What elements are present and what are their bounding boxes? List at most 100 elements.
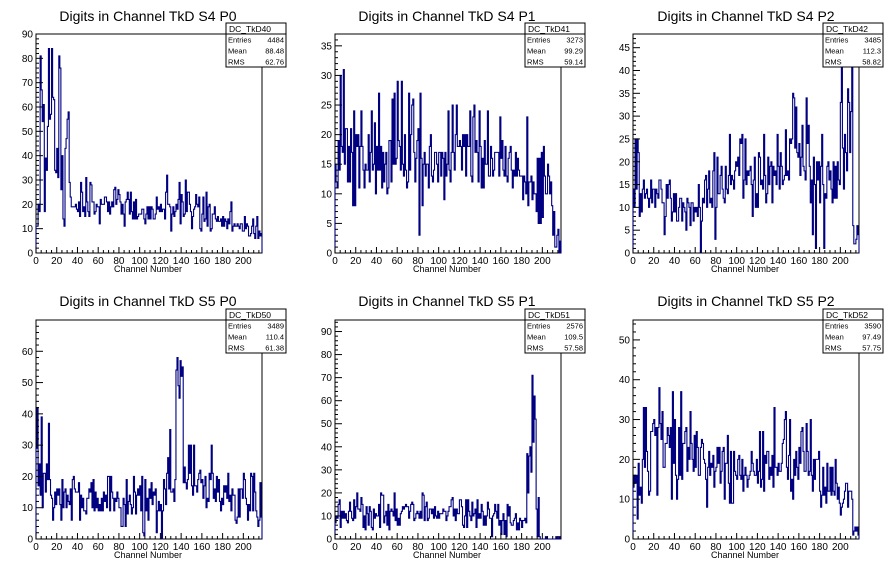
- stats-histogram-name: DC_TkD42: [826, 24, 868, 34]
- y-tick-label: 0: [624, 249, 630, 260]
- stats-histogram-name: DC_TkD51: [528, 310, 570, 320]
- x-tick-label: 140: [472, 256, 489, 267]
- stats-label: RMS: [527, 344, 544, 353]
- chart-title: Digits in Channel TkD S4 P2: [657, 8, 834, 24]
- x-tick-label: 20: [51, 256, 63, 267]
- y-tick-label: 0: [27, 249, 33, 260]
- histogram-line: [632, 42, 860, 254]
- stats-value: 57.58: [564, 344, 583, 353]
- stats-value: 61.38: [265, 344, 284, 353]
- chart-title: Digits in Channel TkD S5 P1: [358, 293, 535, 309]
- x-axis-label: Channel Number: [413, 264, 481, 274]
- y-tick-label: 50: [22, 378, 34, 389]
- x-tick-label: 100: [430, 542, 447, 553]
- x-tick-label: 40: [669, 542, 681, 553]
- y-tick-label: 50: [619, 335, 631, 346]
- x-tick-label: 80: [113, 256, 125, 267]
- stats-value: 112.3: [863, 47, 881, 56]
- y-tick-label: 25: [321, 101, 333, 112]
- y-tick-label: 10: [321, 189, 333, 200]
- y-tick-label: 90: [22, 30, 34, 41]
- histogram-line: [334, 374, 561, 540]
- stats-box-frame: [524, 22, 586, 68]
- y-tick-label: 30: [321, 71, 333, 82]
- x-tick-label: 140: [173, 256, 190, 267]
- stats-box-frame: [225, 308, 287, 354]
- x-tick-label: 200: [534, 542, 551, 553]
- stats-value: 59.14: [564, 58, 583, 67]
- y-tick-label: 0: [624, 535, 630, 546]
- histogram-panel: Digits in Channel TkD S5 P20 20 40 60 80 100 1…: [619, 293, 884, 560]
- x-tick-label: 160: [791, 256, 808, 267]
- y-tick-label: 40: [22, 409, 34, 420]
- x-tick-label: 80: [710, 542, 722, 553]
- histogram-line: [632, 387, 860, 539]
- y-tick-label: 5: [624, 226, 630, 237]
- x-tick-label: 40: [371, 542, 383, 553]
- y-tick-label: 70: [321, 373, 333, 384]
- stats-label: RMS: [228, 344, 245, 353]
- stats-value: 3590: [864, 322, 881, 331]
- x-tick-label: 80: [113, 542, 125, 553]
- y-tick-label: 25: [619, 134, 631, 145]
- plot-frame: [334, 319, 562, 540]
- stats-label: Entries: [527, 36, 551, 45]
- x-tick-label: 160: [791, 542, 808, 553]
- plot-frame: [35, 319, 263, 540]
- y-tick-label: 5: [326, 219, 332, 230]
- stats-label: Entries: [527, 322, 551, 331]
- x-axis-label: Channel Number: [413, 550, 481, 560]
- stats-box: DC_TkD41 Entries 3273 Mean 99.29 RMS 59.14: [524, 22, 586, 68]
- x-tick-label: 40: [669, 256, 681, 267]
- x-tick-label: 160: [493, 256, 510, 267]
- y-tick-label: 0: [326, 535, 332, 546]
- x-axis-label: Channel Number: [114, 264, 182, 274]
- y-tick-label: 50: [22, 127, 34, 138]
- x-tick-label: 180: [214, 542, 231, 553]
- stats-label: Mean: [825, 333, 844, 342]
- plot-frame: [632, 319, 860, 540]
- x-tick-label: 60: [93, 542, 105, 553]
- x-tick-label: 0: [33, 256, 39, 267]
- x-tick-label: 100: [131, 542, 148, 553]
- x-tick-label: 0: [332, 256, 338, 267]
- stats-histogram-name: DC_TkD40: [229, 24, 271, 34]
- x-tick-label: 180: [513, 542, 530, 553]
- x-tick-label: 120: [152, 542, 169, 553]
- y-tick-label: 80: [321, 350, 333, 361]
- y-tick-label: 20: [619, 455, 631, 466]
- chart-title: Digits in Channel TkD S5 P0: [59, 293, 236, 309]
- x-tick-label: 40: [72, 542, 84, 553]
- y-tick-label: 30: [619, 415, 631, 426]
- y-tick-label: 35: [321, 41, 333, 52]
- x-tick-label: 140: [770, 542, 787, 553]
- stats-value: 3273: [566, 36, 583, 45]
- histogram-line: [35, 48, 263, 253]
- stats-histogram-name: DC_TkD41: [528, 24, 570, 34]
- stats-box-frame: [524, 308, 586, 354]
- x-tick-label: 140: [472, 542, 489, 553]
- stats-value: 57.75: [862, 344, 881, 353]
- y-tick-label: 30: [321, 465, 333, 476]
- x-tick-label: 140: [770, 256, 787, 267]
- x-tick-label: 20: [350, 256, 362, 267]
- chart-title: Digits in Channel TkD S4 P1: [358, 8, 535, 24]
- y-tick-label: 80: [22, 54, 34, 65]
- x-tick-label: 60: [690, 256, 702, 267]
- stats-box: DC_TkD52 Entries 3590 Mean 97.49 RMS 57.75: [822, 308, 884, 354]
- x-tick-label: 120: [451, 542, 468, 553]
- stats-label: Mean: [228, 47, 247, 56]
- x-tick-label: 200: [235, 256, 252, 267]
- x-axis-label: Channel Number: [711, 550, 779, 560]
- stats-value: 2576: [566, 322, 583, 331]
- stats-value: 99.29: [564, 47, 583, 56]
- x-tick-label: 60: [392, 256, 404, 267]
- stats-label: Mean: [527, 333, 546, 342]
- x-tick-label: 140: [173, 542, 190, 553]
- stats-label: Entries: [825, 36, 849, 45]
- y-tick-label: 30: [22, 441, 34, 452]
- y-tick-label: 10: [321, 511, 333, 522]
- stats-label: RMS: [825, 58, 842, 67]
- plot-frame: [334, 33, 562, 254]
